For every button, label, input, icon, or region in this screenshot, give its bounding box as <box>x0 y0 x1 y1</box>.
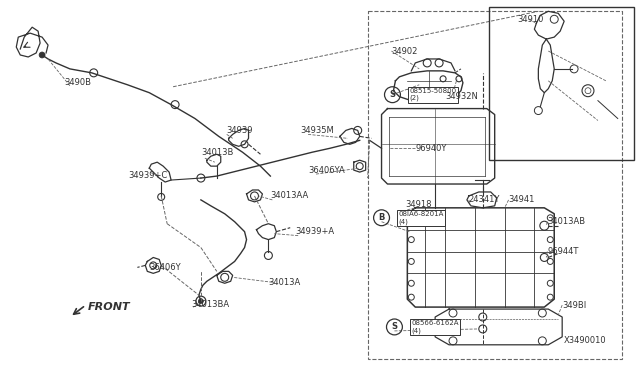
Text: 96940Y: 96940Y <box>415 144 447 153</box>
Text: B: B <box>378 213 385 222</box>
Text: FRONT: FRONT <box>88 302 131 312</box>
Circle shape <box>198 299 204 304</box>
Text: 34910: 34910 <box>518 15 544 24</box>
Text: 96944T: 96944T <box>547 247 579 256</box>
Text: X3490010: X3490010 <box>564 336 607 345</box>
Text: 34013AB: 34013AB <box>547 217 586 226</box>
Text: 08515-50800
(2): 08515-50800 (2) <box>410 88 456 102</box>
Text: 36406YA: 36406YA <box>308 166 345 174</box>
Text: 3490B: 3490B <box>64 78 91 87</box>
Text: 34941: 34941 <box>509 195 535 204</box>
Text: 34013AA: 34013AA <box>270 192 308 201</box>
Text: 34902: 34902 <box>392 46 418 55</box>
Text: 34935M: 34935M <box>300 126 334 135</box>
Text: S: S <box>390 90 396 99</box>
Text: S: S <box>392 323 397 331</box>
Text: 34932N: 34932N <box>445 92 478 101</box>
Text: 36406Y: 36406Y <box>149 263 181 272</box>
Circle shape <box>39 52 45 58</box>
Text: 34013BA: 34013BA <box>191 299 229 309</box>
Bar <box>367 11 621 359</box>
Text: 08566-6162A
(4): 08566-6162A (4) <box>412 320 459 334</box>
Text: 34939: 34939 <box>227 126 253 135</box>
Text: 24341Y: 24341Y <box>469 195 500 204</box>
Text: 34013A: 34013A <box>268 278 301 287</box>
Text: 08IA6-8201A
(4): 08IA6-8201A (4) <box>399 211 444 225</box>
Text: 34013B: 34013B <box>201 148 233 157</box>
Text: 34918: 34918 <box>405 201 432 209</box>
Text: 349BI: 349BI <box>562 301 586 310</box>
Text: 34939+A: 34939+A <box>295 227 334 236</box>
Text: 34939+C: 34939+C <box>129 171 168 180</box>
Bar <box>489 7 634 160</box>
